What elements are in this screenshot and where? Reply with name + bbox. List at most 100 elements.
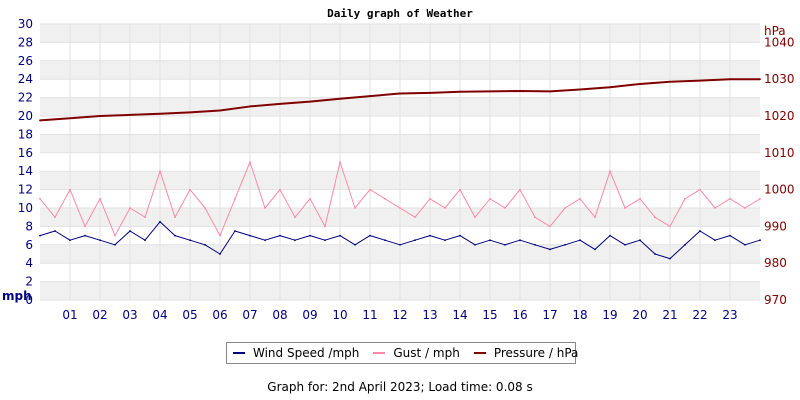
pressure-point (159, 112, 161, 115)
pressure-point (519, 90, 521, 92)
left-tick-label: 20 (18, 109, 33, 123)
left-tick-label: 30 (18, 17, 33, 31)
wind-speed-point (264, 239, 266, 242)
wind-speed-point (684, 243, 686, 246)
gust-point (174, 216, 176, 219)
left-tick-label: 0 (25, 293, 33, 307)
gust-point (729, 197, 731, 200)
pressure-point (399, 92, 401, 95)
left-tick-label: 8 (25, 219, 33, 233)
x-tick-label: 22 (692, 308, 707, 322)
gust-point (189, 188, 191, 191)
right-tick-label: 1020 (764, 109, 795, 123)
wind-speed-point (54, 230, 56, 232)
x-tick-label: 03 (122, 308, 137, 322)
wind-speed-point (249, 234, 251, 237)
x-tick-label: 17 (542, 308, 557, 322)
gust-point (204, 207, 206, 209)
gust-point (594, 216, 596, 219)
pressure-point (99, 115, 101, 117)
gust-point (684, 197, 686, 200)
wind-speed-point (399, 243, 401, 246)
pressure-point (219, 109, 221, 112)
left-tick-label: 14 (18, 164, 33, 178)
gust-point (654, 216, 656, 219)
wind-speed-point (639, 239, 641, 242)
gust-point (129, 207, 131, 209)
gust-point (519, 188, 521, 191)
wind-speed-point (189, 239, 191, 242)
pressure-point (39, 119, 41, 122)
pressure-point (489, 90, 491, 93)
pressure-point (429, 91, 431, 94)
legend-label-pressure: Pressure / hPa (493, 346, 579, 360)
gust-point (579, 197, 581, 200)
gust-point (549, 225, 551, 228)
gust-point (564, 207, 566, 209)
left-axis-unit: mph (2, 289, 32, 303)
gust-point (279, 188, 281, 191)
pressure-point (279, 102, 281, 105)
left-tick-label: 18 (18, 127, 33, 141)
wind-speed-point (669, 257, 671, 260)
legend-label-gust: Gust / mph (393, 346, 460, 360)
gust-point (264, 207, 266, 209)
pressure-point (639, 83, 641, 85)
pressure-point (609, 86, 611, 89)
gust-point (219, 234, 221, 237)
x-tick-label: 16 (512, 308, 527, 322)
left-tick-label: 4 (25, 256, 33, 270)
x-tick-label: 20 (632, 308, 647, 322)
gust-point (339, 161, 341, 163)
left-tick-label: 6 (25, 238, 33, 252)
left-tick-label: 2 (25, 275, 33, 289)
pressure-point (579, 88, 581, 91)
right-tick-label: 970 (764, 293, 787, 307)
gust-point (474, 216, 476, 219)
wind-speed-point (114, 243, 116, 246)
wind-speed-point (549, 248, 551, 251)
x-tick-label: 05 (182, 308, 197, 322)
x-tick-label: 12 (392, 308, 407, 322)
wind-speed-point (474, 243, 476, 246)
gust-point (249, 161, 251, 163)
gust-point (459, 188, 461, 191)
right-tick-label: 1000 (764, 183, 795, 197)
gust-point (309, 197, 311, 200)
wind-speed-point (129, 230, 131, 232)
wind-speed-point (564, 243, 566, 246)
wind-speed-point (519, 239, 521, 242)
wind-speed-point (534, 243, 536, 246)
left-tick-label: 16 (18, 146, 33, 160)
pressure-point (309, 100, 311, 103)
gust-point (39, 197, 41, 200)
left-tick-label: 22 (18, 91, 33, 105)
x-tick-label: 07 (242, 308, 257, 322)
pressure-point (339, 97, 341, 100)
gust-series (39, 161, 761, 237)
wind-speed-point (579, 239, 581, 242)
gust-point (639, 197, 641, 200)
pressure-point (129, 113, 131, 116)
wind-speed-point (429, 234, 431, 237)
wind-speed-point (624, 243, 626, 246)
left-tick-label: 26 (18, 54, 33, 68)
footer-text: Graph for: 2nd April 2023; Load time: 0.… (267, 380, 533, 394)
wind-speed-point (234, 230, 236, 232)
gust-point (609, 170, 611, 173)
pressure-point (729, 78, 731, 81)
gust-point (84, 225, 86, 228)
legend-swatch-gust (373, 352, 386, 354)
gust-point (489, 197, 491, 200)
gust-point (294, 216, 296, 219)
legend-label-wind-speed: Wind Speed /mph (253, 346, 360, 360)
pressure-point (549, 90, 551, 93)
wind-speed-point (159, 220, 161, 223)
pressure-point (369, 95, 371, 98)
wind-speed-point (504, 243, 506, 246)
gust-point (99, 197, 101, 200)
wind-speed-point (444, 239, 446, 242)
wind-speed-point (219, 253, 221, 255)
gust-point (504, 207, 506, 209)
